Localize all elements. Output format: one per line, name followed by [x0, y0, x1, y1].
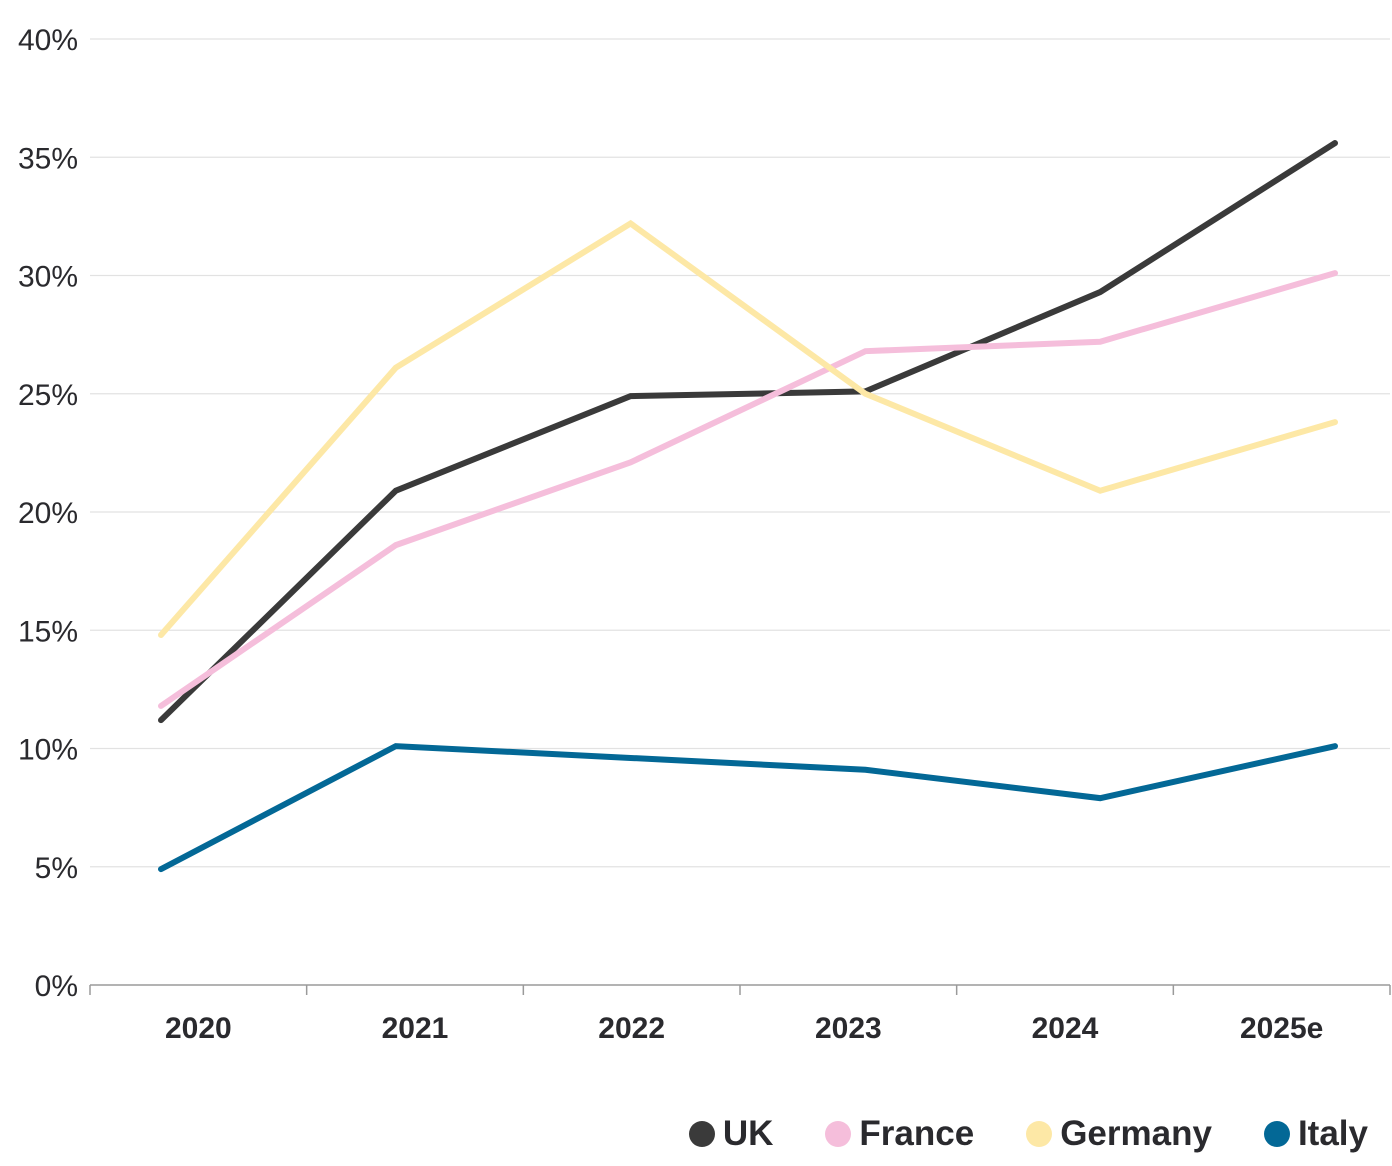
- legend-item-france[interactable]: France: [825, 1112, 974, 1156]
- series-line-france: [158, 270, 1338, 709]
- y-tick-label: 10%: [18, 734, 78, 767]
- y-tick-label: 15%: [18, 615, 78, 648]
- x-axis: 2020 2021 2022 2023 2024 2025e: [89, 984, 1391, 1045]
- legend-label: Italy: [1297, 1114, 1368, 1153]
- x-tick-label: 2020: [165, 1012, 232, 1045]
- legend-label: Germany: [1060, 1114, 1212, 1153]
- x-tick-label: 2021: [382, 1012, 449, 1045]
- legend-dot-icon: [1263, 1121, 1290, 1147]
- x-tick-label: 2024: [1032, 1012, 1099, 1045]
- series-line-uk: [158, 140, 1338, 724]
- legend-dot-icon: [825, 1121, 852, 1147]
- legend-label: UK: [722, 1114, 774, 1153]
- y-tick-label: 0%: [35, 970, 78, 1003]
- legend-dot-icon: [1026, 1121, 1053, 1147]
- y-tick-label: 40%: [18, 24, 78, 57]
- legend-dot-icon: [688, 1121, 715, 1147]
- x-tick-label: 2022: [598, 1012, 665, 1045]
- legend: UK France Germany Italy: [688, 1112, 1368, 1156]
- series-line-germany: [158, 219, 1338, 638]
- series-lines: [158, 140, 1338, 873]
- y-tick-label: 5%: [35, 852, 78, 885]
- legend-label: France: [859, 1114, 975, 1153]
- y-tick-label: 20%: [18, 497, 78, 530]
- legend-item-germany[interactable]: Germany: [1026, 1112, 1212, 1156]
- gridlines: [90, 38, 1390, 868]
- legend-item-uk[interactable]: UK: [688, 1112, 774, 1156]
- x-tick-label: 2023: [815, 1012, 882, 1045]
- y-tick-label: 25%: [18, 379, 78, 412]
- y-tick-label: 30%: [18, 261, 78, 294]
- line-chart: 0%5%10%15%20%25%30%35%40% 2020 2021 2022 20…: [18, 24, 1391, 1045]
- x-tick-label: 2025e: [1240, 1012, 1323, 1045]
- y-tick-label: 35%: [18, 142, 78, 175]
- y-axis: 0% 5% 10% 15% 20% 25% 30% 35% 40%: [18, 24, 78, 1003]
- legend-item-italy[interactable]: Italy: [1263, 1112, 1368, 1156]
- series-line-italy: [158, 743, 1338, 873]
